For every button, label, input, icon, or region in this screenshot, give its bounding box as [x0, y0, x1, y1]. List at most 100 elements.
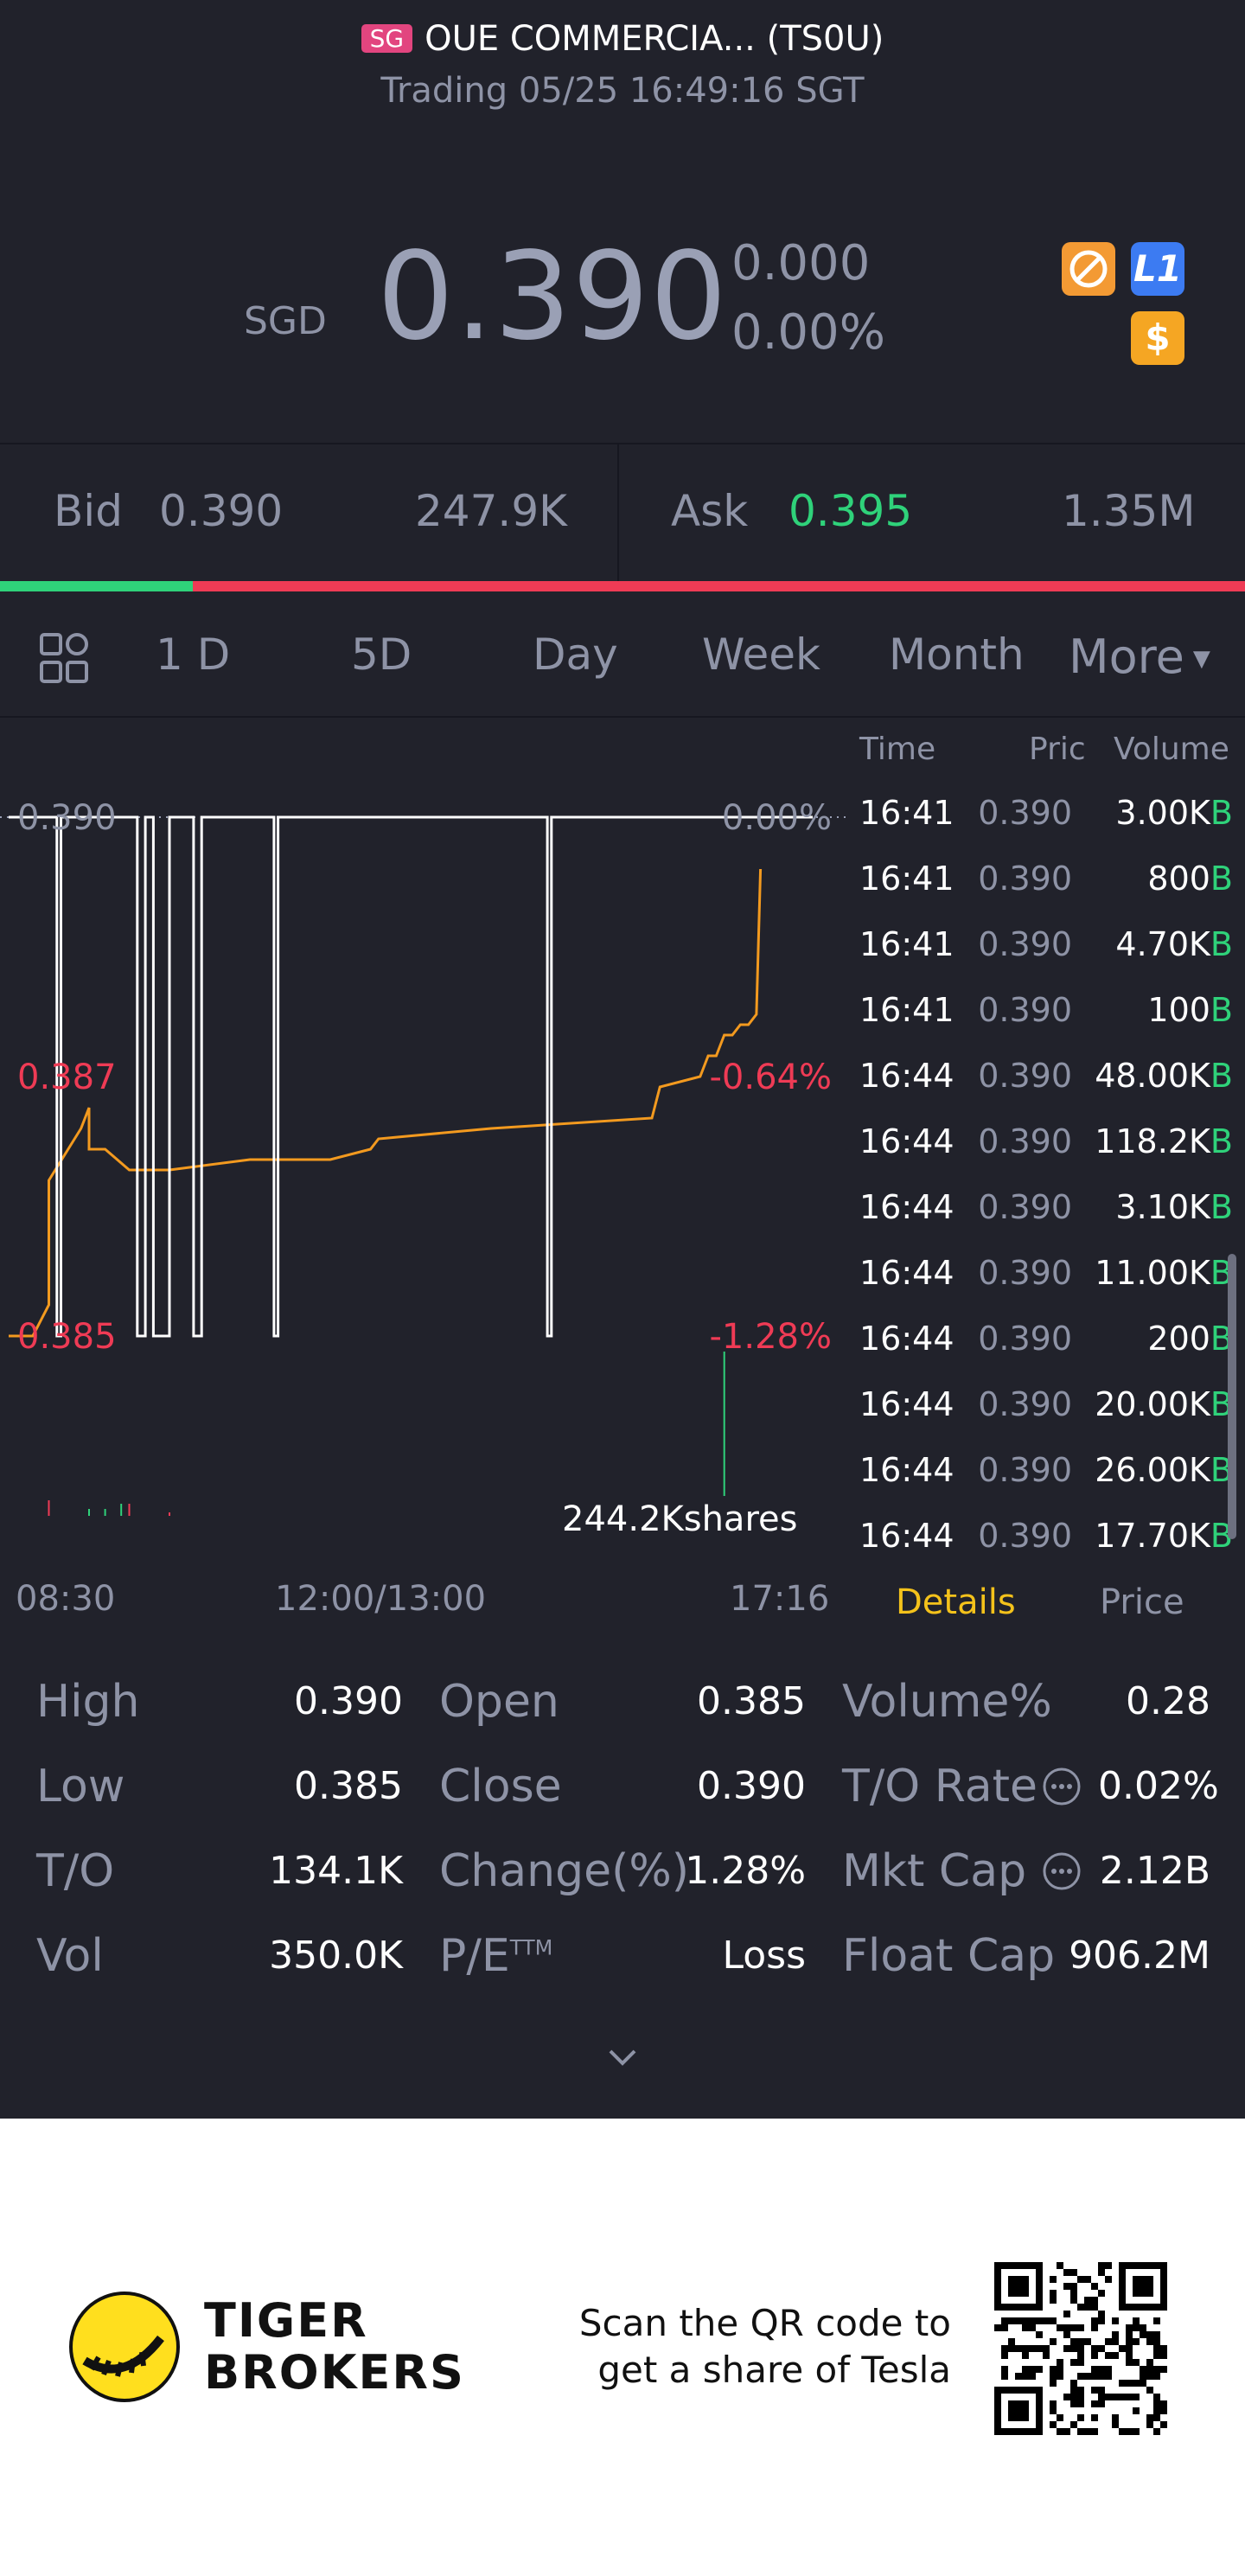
time-label-close: 17:16: [730, 1579, 830, 1619]
trade-time: 16:44: [859, 1385, 954, 1423]
stock-title: SG OUE COMMERCIA... (TS0U): [0, 19, 1245, 59]
stat-pe: Loss: [722, 1934, 806, 1978]
stat-pe-label: P/ETTM: [439, 1930, 552, 1982]
price-path: [9, 815, 813, 1338]
tab-5d[interactable]: 5D: [351, 630, 412, 680]
trade-time: 16:41: [859, 991, 954, 1029]
stat-change-label: Change(%): [439, 1845, 690, 1897]
col-price: Pric: [1029, 732, 1086, 767]
trade-price: 0.390: [978, 991, 1072, 1029]
tab-week[interactable]: Week: [702, 630, 820, 680]
trade-volume-value: 118.2K: [1095, 1122, 1210, 1160]
trade-volume-value: 11.00K: [1095, 1254, 1210, 1292]
stat-torate: 0.02%: [1098, 1764, 1219, 1808]
stat-change: 1.28%: [685, 1849, 806, 1893]
trade-time: 16:44: [859, 1320, 954, 1358]
market-badge: SG: [361, 24, 413, 53]
stat-high-label: High: [36, 1676, 140, 1728]
tab-price-ladder[interactable]: Price: [1100, 1582, 1184, 1622]
stat-volume: 350.0K: [269, 1934, 403, 1978]
tiger-logo-icon: [69, 2292, 180, 2402]
trade-time: 16:44: [859, 1122, 954, 1160]
trade-volume-value: 3.10K: [1115, 1188, 1210, 1226]
trade-volume: 48.00KB: [1089, 1057, 1233, 1095]
trade-time: 16:41: [859, 860, 954, 898]
tab-1d[interactable]: 1 D: [156, 630, 231, 680]
promo-text-line1: Scan the QR code to: [578, 2302, 951, 2344]
trade-price: 0.390: [978, 1320, 1072, 1358]
trade-volume-value: 48.00K: [1095, 1057, 1210, 1095]
dollar-badge[interactable]: $: [1131, 311, 1184, 365]
average-price-line: [9, 868, 763, 1338]
divider: [0, 716, 1245, 718]
tab-month[interactable]: Month: [889, 630, 1025, 680]
level1-badge[interactable]: L1: [1131, 242, 1184, 296]
trade-volume: 200B: [1089, 1320, 1233, 1358]
trade-time: 16:44: [859, 1451, 954, 1489]
price-change-percent: 0.00%: [731, 304, 885, 361]
average-price-path: [9, 868, 763, 1338]
trade-price: 0.390: [978, 1122, 1072, 1160]
volume-bars: [48, 1352, 733, 1516]
trade-volume: 3.00KB: [1089, 794, 1233, 832]
bid-size: 247.9K: [415, 486, 567, 536]
trade-price: 0.390: [978, 1254, 1072, 1292]
intraday-chart[interactable]: 0.390 0.387 0.385 0.00% -0.64% -1.28%: [0, 722, 847, 1587]
trade-volume: 11.00KB: [1089, 1254, 1233, 1292]
trade-volume-value: 4.70K: [1115, 925, 1210, 963]
trade-time: 16:41: [859, 925, 954, 963]
stat-pe-sup: TTM: [509, 1935, 553, 1960]
trade-volume-value: 17.70K: [1095, 1517, 1210, 1555]
col-time: Time: [859, 732, 936, 767]
trade-list-scrollbar[interactable]: [1228, 1254, 1236, 1539]
trade-price: 0.390: [978, 1517, 1072, 1555]
ask-price: 0.395: [788, 486, 913, 536]
trade-volume: 118.2KB: [1089, 1122, 1233, 1160]
ask-ratio-bar: [193, 581, 1245, 591]
ask-size: 1.35M: [1062, 486, 1196, 536]
trade-side: B: [1210, 1057, 1233, 1095]
trade-price: 0.390: [978, 1188, 1072, 1226]
tab-more[interactable]: More ▼: [1069, 630, 1210, 684]
divider: [0, 443, 1245, 444]
torate-info-icon[interactable]: [1041, 1766, 1082, 1807]
trade-price: 0.390: [978, 860, 1072, 898]
stat-pe-label-text: P/E: [439, 1930, 510, 1982]
stat-mktcap: 2.12B: [1099, 1849, 1210, 1893]
trade-volume: 800B: [1089, 860, 1233, 898]
stat-turnover: 134.1K: [269, 1849, 403, 1893]
mktcap-info-icon[interactable]: [1041, 1851, 1082, 1892]
trade-time: 16:44: [859, 1188, 954, 1226]
trade-volume: 3.10KB: [1089, 1188, 1233, 1226]
trade-volume-value: 20.00K: [1095, 1385, 1210, 1423]
price-change: 0.000: [731, 235, 871, 291]
layout-grid-icon[interactable]: [38, 631, 92, 685]
tab-day[interactable]: Day: [533, 630, 618, 680]
trade-time: 16:44: [859, 1254, 954, 1292]
no-short-icon[interactable]: [1062, 242, 1115, 296]
tab-details[interactable]: Details: [896, 1582, 1016, 1622]
trade-volume-value: 100: [1147, 991, 1210, 1029]
trade-volume: 4.70KB: [1089, 925, 1233, 963]
tiger-logo-graphic: [82, 2335, 164, 2377]
time-label-open: 08:30: [16, 1579, 116, 1619]
expand-chevron-icon[interactable]: [605, 2041, 640, 2075]
trade-volume-value: 800: [1147, 860, 1210, 898]
trade-time: 16:44: [859, 1057, 954, 1095]
stat-open: 0.385: [697, 1679, 806, 1723]
stat-volpct-label: Volume%: [842, 1676, 1052, 1728]
trade-side: B: [1210, 925, 1233, 963]
stat-floatcap-label: Float Cap: [842, 1930, 1056, 1982]
pct-label-bottom: -1.28%: [709, 1317, 832, 1357]
stat-close-label: Close: [439, 1761, 562, 1812]
trade-side: B: [1210, 860, 1233, 898]
trade-price: 0.390: [978, 1385, 1072, 1423]
divider: [617, 444, 619, 583]
stat-close: 0.390: [697, 1764, 806, 1808]
tab-more-label: More: [1069, 630, 1184, 684]
qr-code[interactable]: [994, 2262, 1167, 2435]
y-label-mid: 0.387: [17, 1058, 117, 1097]
trade-price: 0.390: [978, 794, 1072, 832]
bid-ratio-bar: [0, 581, 193, 591]
trade-side: B: [1210, 794, 1233, 832]
